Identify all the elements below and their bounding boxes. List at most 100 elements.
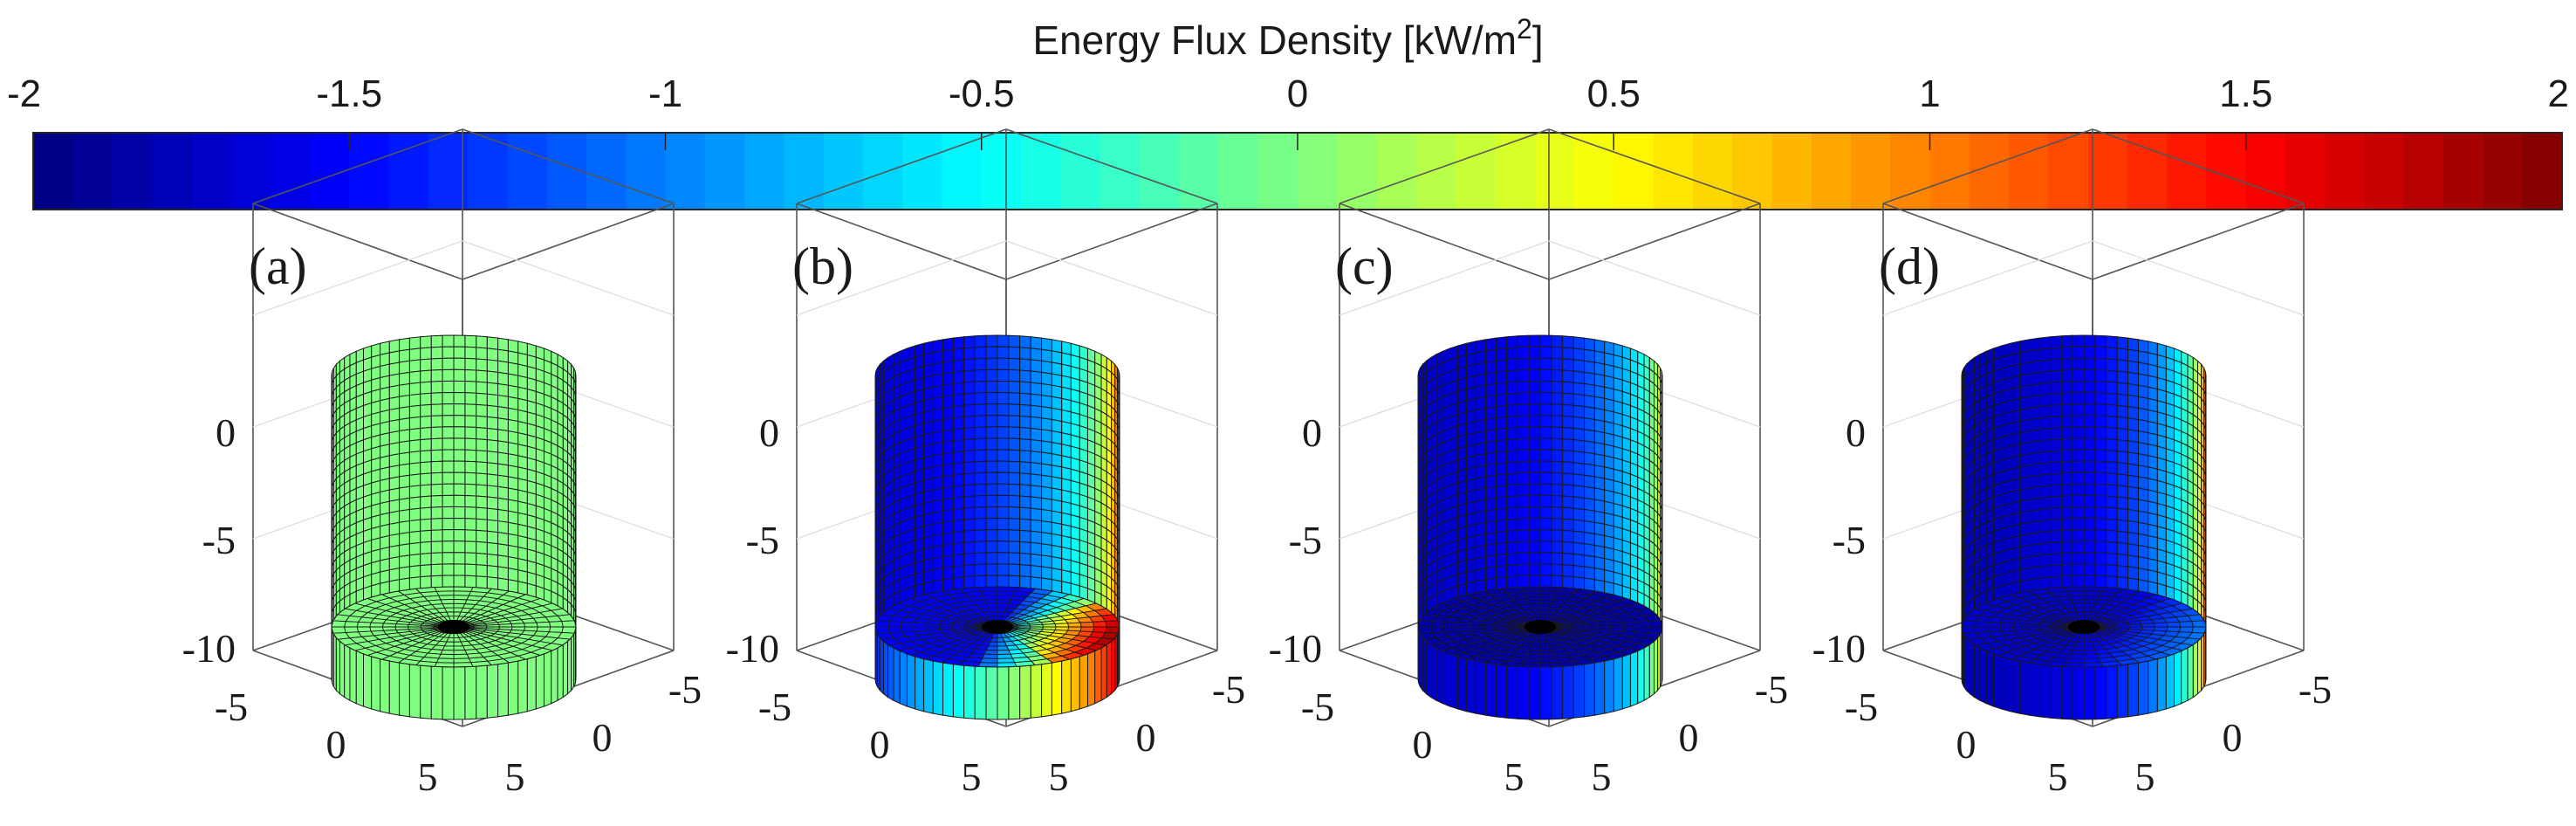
wall-cell — [985, 415, 998, 428]
wall-cell — [399, 337, 410, 352]
panel-label: (b) — [792, 237, 853, 295]
skirt-cell — [442, 666, 455, 720]
base-cell — [394, 626, 409, 630]
wall-cell — [1539, 357, 1552, 370]
colorbar-segment — [784, 133, 825, 210]
base-cell — [2083, 586, 2104, 592]
wall-cell — [2072, 483, 2085, 496]
wall-cell — [2018, 487, 2031, 502]
wall-cell — [430, 368, 443, 382]
wall-cell — [408, 427, 421, 442]
base-hub — [2067, 620, 2100, 634]
colorbar-segment — [902, 133, 943, 210]
wall-cell — [2106, 392, 2118, 406]
wall-cell — [2038, 565, 2052, 579]
wall-cell — [974, 506, 987, 520]
wall-cell — [442, 437, 455, 451]
wall-cell — [430, 575, 443, 589]
wall-cell — [952, 565, 965, 579]
base-cell — [1105, 620, 1120, 628]
base-cell — [1986, 626, 2002, 633]
wall-cell — [476, 552, 488, 567]
wall-cell — [1019, 472, 1031, 486]
wall-cell — [1485, 532, 1497, 547]
wall-cell — [1572, 519, 1586, 533]
wall-cell — [2072, 506, 2085, 520]
base-cell — [1456, 626, 1470, 632]
wall-cell — [1008, 368, 1021, 382]
wall-cell — [2106, 506, 2118, 520]
wall-cell — [974, 552, 987, 566]
wall-cell — [1506, 403, 1518, 417]
skirt-cell — [1100, 644, 1107, 702]
skirt-cell — [567, 637, 572, 695]
wall-cell — [430, 381, 443, 394]
wall-cell — [1506, 518, 1518, 532]
wall-cell — [932, 418, 944, 434]
y-tick-label: 5 — [2135, 754, 2155, 799]
z-tick-label: 0 — [1846, 410, 1866, 455]
wall-cell — [942, 508, 954, 523]
skirt-cell — [2197, 637, 2203, 695]
wall-cell — [985, 403, 998, 416]
base-cell — [938, 626, 953, 630]
wall-cell — [1562, 518, 1574, 532]
wall-cell — [464, 426, 477, 440]
wall-cell — [420, 358, 432, 372]
wall-cell — [2060, 449, 2073, 463]
x-tick-label: 5 — [962, 754, 982, 799]
wall-cell — [453, 472, 466, 485]
base-cell — [2083, 641, 2094, 647]
wall-cell — [430, 403, 443, 416]
wall-cell — [1506, 450, 1518, 464]
base-cell — [2191, 626, 2207, 634]
wall-cell — [1517, 392, 1530, 405]
wall-cell — [2060, 563, 2073, 577]
wall-cell — [1051, 339, 1063, 354]
wall-cell — [1572, 507, 1586, 522]
wall-cell — [2060, 460, 2073, 474]
skirt-cell — [1019, 664, 1031, 719]
wall-cell — [453, 391, 466, 405]
wall-cell — [1562, 381, 1574, 395]
skirt-cell — [344, 644, 351, 702]
wall-cell — [1572, 496, 1586, 511]
wall-cell — [2127, 463, 2139, 478]
wall-cell — [1562, 358, 1574, 372]
wall-cell — [974, 563, 987, 577]
wall-cell — [2116, 485, 2129, 499]
skirt-cell — [1985, 650, 1995, 707]
wall-cell — [1584, 497, 1595, 512]
wall-cell — [1051, 510, 1063, 525]
wall-cell — [420, 518, 432, 532]
wall-cell — [2029, 474, 2040, 489]
y-tick-label: 5 — [505, 754, 525, 799]
wall-cell — [453, 494, 466, 508]
wall-cell — [1539, 563, 1552, 576]
wall-cell — [464, 437, 477, 451]
colorbar-segment — [2522, 133, 2563, 210]
wall-cell — [442, 415, 455, 428]
skirt-cell — [430, 665, 443, 720]
wall-cell — [1019, 403, 1031, 417]
wall-cell — [1562, 484, 1574, 498]
wall-cell — [963, 529, 976, 543]
wall-cell — [2060, 483, 2073, 497]
wall-cell — [1593, 579, 1606, 594]
wall-cell — [453, 368, 466, 382]
wall-cell — [985, 460, 998, 473]
wall-cell — [997, 334, 1010, 348]
wall-cell — [2050, 369, 2062, 383]
wall-cell — [2060, 426, 2073, 440]
wall-cell — [2029, 520, 2040, 534]
wall-cell — [1506, 575, 1518, 589]
wall-cell — [1506, 506, 1518, 520]
x-tick-label: -5 — [1845, 685, 1878, 729]
wall-cell — [932, 568, 944, 582]
wall-cell — [1593, 339, 1606, 354]
wall-cell — [1495, 451, 1508, 465]
wall-cell — [932, 476, 944, 491]
wall-cell — [476, 426, 488, 441]
wall-cell — [388, 339, 401, 354]
wall-cell — [2106, 495, 2118, 509]
